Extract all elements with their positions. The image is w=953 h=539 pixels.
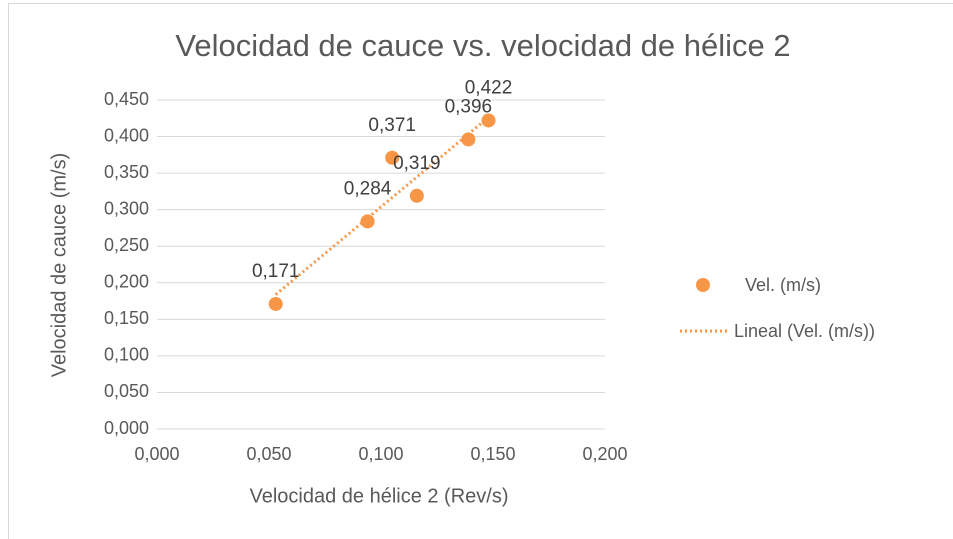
y-tick-label: 0,400 [104,125,149,145]
legend-label: Lineal (Vel. (m/s)) [734,321,875,341]
legend-label: Vel. (m/s) [745,275,821,295]
data-label: 0,396 [445,96,493,117]
point [409,188,424,203]
legend-marker [696,278,710,292]
y-tick-label: 0,200 [104,272,149,292]
point [268,296,283,311]
data-label: 0,422 [465,77,513,98]
y-tick-label: 0,050 [104,381,149,401]
data-label: 0,371 [368,115,416,136]
x-tick-label: 0,100 [358,444,403,464]
chart-border [8,3,953,539]
trendline [274,116,490,296]
x-tick-label: 0,150 [470,444,515,464]
chart-title: Velocidad de cauce vs. velocidad de héli… [175,28,790,63]
x-axis-title: Velocidad de hélice 2 (Rev/s) [249,485,508,507]
data-label: 0,284 [344,178,392,199]
x-tick-label: 0,050 [246,444,291,464]
data-label: 0,171 [252,261,300,282]
point [360,214,375,229]
point [481,113,496,128]
y-tick-label: 0,250 [104,235,149,255]
y-tick-label: 0,150 [104,308,149,328]
x-tick-label: 0,200 [582,444,627,464]
y-tick-label: 0,300 [104,198,149,218]
point [385,150,400,165]
x-tick-label: 0,000 [134,444,179,464]
y-tick-label: 0,350 [104,162,149,182]
point [461,132,476,147]
y-tick-label: 0,100 [104,345,149,365]
y-axis-title: Velocidad de cauce (m/s) [48,153,70,378]
data-label: 0,319 [393,153,441,174]
y-tick-label: 0,000 [104,418,149,438]
y-tick-label: 0,450 [104,89,149,109]
